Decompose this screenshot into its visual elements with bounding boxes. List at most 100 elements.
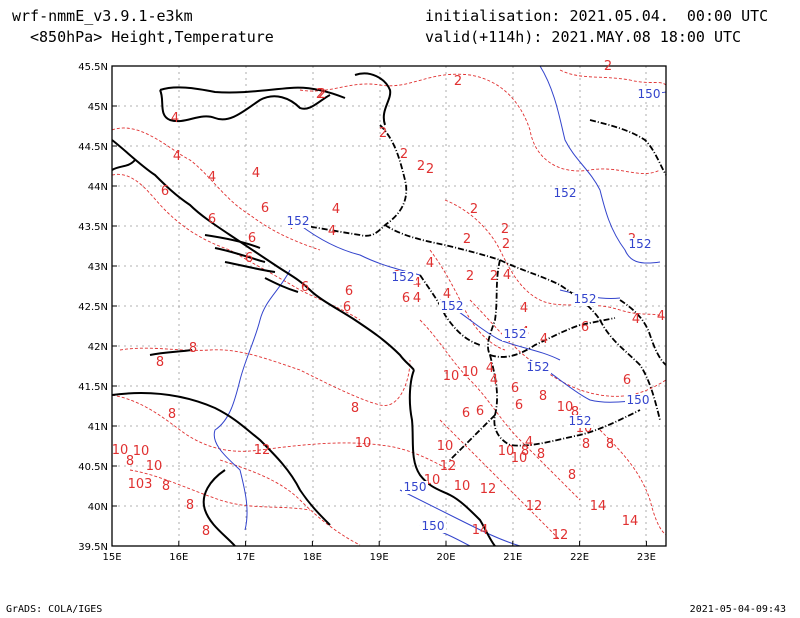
- lat-label: 45N: [88, 102, 108, 113]
- temperature-label: 6: [515, 398, 523, 413]
- temperature-label: 2: [501, 222, 509, 237]
- height-label: 150: [404, 480, 427, 494]
- lat-label: 41.5N: [78, 382, 108, 393]
- temperature-label: 8: [521, 444, 529, 459]
- temperature-label: 6: [402, 291, 410, 306]
- temperature-label: 4: [252, 166, 260, 181]
- temperature-label: 2: [316, 87, 324, 102]
- lon-label: 15E: [102, 552, 121, 563]
- temperature-label: 14: [622, 514, 639, 529]
- lat-label: 41N: [88, 422, 108, 433]
- height-label-bg: [420, 520, 446, 533]
- height-label-bg: [439, 300, 465, 313]
- lat-label: 39.5N: [78, 542, 108, 553]
- footer-timestamp: 2021-05-04-09:43: [689, 604, 786, 615]
- height-label: 152: [554, 186, 577, 200]
- temperature-label: 6: [301, 280, 309, 295]
- temperature-label: 2: [379, 126, 387, 141]
- temperature-label: 10: [112, 443, 129, 458]
- lon-label: 23E: [637, 552, 656, 563]
- temperature-label: 8: [202, 524, 210, 539]
- height-label-bg: [625, 394, 651, 407]
- height-label-bg: [525, 361, 551, 374]
- temperature-label: 8: [156, 355, 164, 370]
- temperature-label: 2: [400, 147, 408, 162]
- temperature-label: 4: [426, 256, 434, 271]
- temperature-label: 4: [443, 287, 451, 302]
- temperature-label: 2: [466, 269, 474, 284]
- temperature-label: 10: [443, 369, 460, 384]
- lat-label: 43.5N: [78, 222, 108, 233]
- temperature-label: 4: [632, 312, 640, 327]
- temperature-label: 12: [480, 482, 497, 497]
- temperature-label: 10: [557, 400, 574, 415]
- height-label-bg: [552, 187, 578, 200]
- temperature-label: 2: [490, 269, 498, 284]
- height-label: 150: [638, 87, 661, 101]
- temperature-label: 4: [328, 224, 336, 239]
- height-label: 152: [504, 327, 527, 341]
- temperature-label: 8: [162, 479, 170, 494]
- height-label-bg: [627, 238, 653, 251]
- temperature-label: 2: [470, 202, 478, 217]
- lon-label: 17E: [236, 552, 255, 563]
- temperature-label: 6: [511, 381, 519, 396]
- temperature-label: 6: [161, 184, 169, 199]
- lon-label: 19E: [370, 552, 389, 563]
- temperature-label: 6: [343, 300, 351, 315]
- height-label: 152: [441, 299, 464, 313]
- longitude-axis: 15E 16E 17E 18E 19E 20E 21E 22E 23E: [102, 541, 656, 563]
- temperature-label: 10: [437, 439, 454, 454]
- height-label: 152: [574, 292, 597, 306]
- temperature-label: 8: [168, 407, 176, 422]
- temperature-label: 12: [254, 443, 271, 458]
- temperature-label: 10: [355, 436, 372, 451]
- latitude-axis: 45.5N 45N 44.5N 44N 43.5N 43N 42.5N 42N 41.5N 41N…: [78, 62, 117, 553]
- lat-label: 43N: [88, 262, 108, 273]
- temperature-label: 10: [133, 444, 150, 459]
- height-label-bg: [402, 481, 428, 494]
- coastline: [111, 72, 496, 547]
- temperature-label: 2: [426, 162, 434, 177]
- temperature-label: 4: [171, 111, 179, 126]
- height-label-bg: [567, 415, 593, 428]
- height-label: 152: [392, 270, 415, 284]
- temperature-label: 4: [503, 268, 511, 283]
- temperature-label: 8: [537, 447, 545, 462]
- height-label-bg: [285, 215, 311, 228]
- height-label: 152: [629, 237, 652, 251]
- height-label-bg: [636, 88, 662, 101]
- temperature-label: 2: [454, 74, 462, 89]
- temperature-label: 8: [186, 498, 194, 513]
- lon-label: 21E: [503, 552, 522, 563]
- temperature-label: 4: [657, 309, 665, 324]
- temperature-label: 8: [351, 401, 359, 416]
- temperature-label: 6: [462, 406, 470, 421]
- height-label-bg: [390, 271, 416, 284]
- temperature-label: 2: [502, 237, 510, 252]
- temperature-label: 14: [472, 523, 489, 538]
- temperature-label: 2: [318, 87, 326, 102]
- lon-label: 16E: [169, 552, 188, 563]
- lat-label: 42N: [88, 342, 108, 353]
- height-label-bg: [502, 328, 528, 341]
- footer-credit: GrADS: COLA/IGES: [6, 604, 103, 615]
- temperature-label: 6: [345, 284, 353, 299]
- temperature-label: 8: [539, 389, 547, 404]
- temperature-label: 10: [511, 451, 528, 466]
- field-title: <850hPa> Height,Temperature: [30, 28, 274, 46]
- temperature-label: 6: [623, 373, 631, 388]
- temperature-label: 4: [413, 291, 421, 306]
- height-label: 150: [627, 393, 650, 407]
- temperature-label: 12: [552, 528, 569, 543]
- temperature-label: 6: [245, 251, 253, 266]
- lat-label: 42.5N: [78, 302, 108, 313]
- temperature-label: 6: [208, 212, 216, 227]
- init-time: initialisation: 2021.05.04. 00:00 UTC: [425, 7, 769, 25]
- height-label-bg: [572, 293, 598, 306]
- temperature-label: 8: [126, 454, 134, 469]
- temperature-label: 4: [540, 332, 548, 347]
- temperature-label: 103: [128, 477, 153, 492]
- temperature-label: 2: [463, 232, 471, 247]
